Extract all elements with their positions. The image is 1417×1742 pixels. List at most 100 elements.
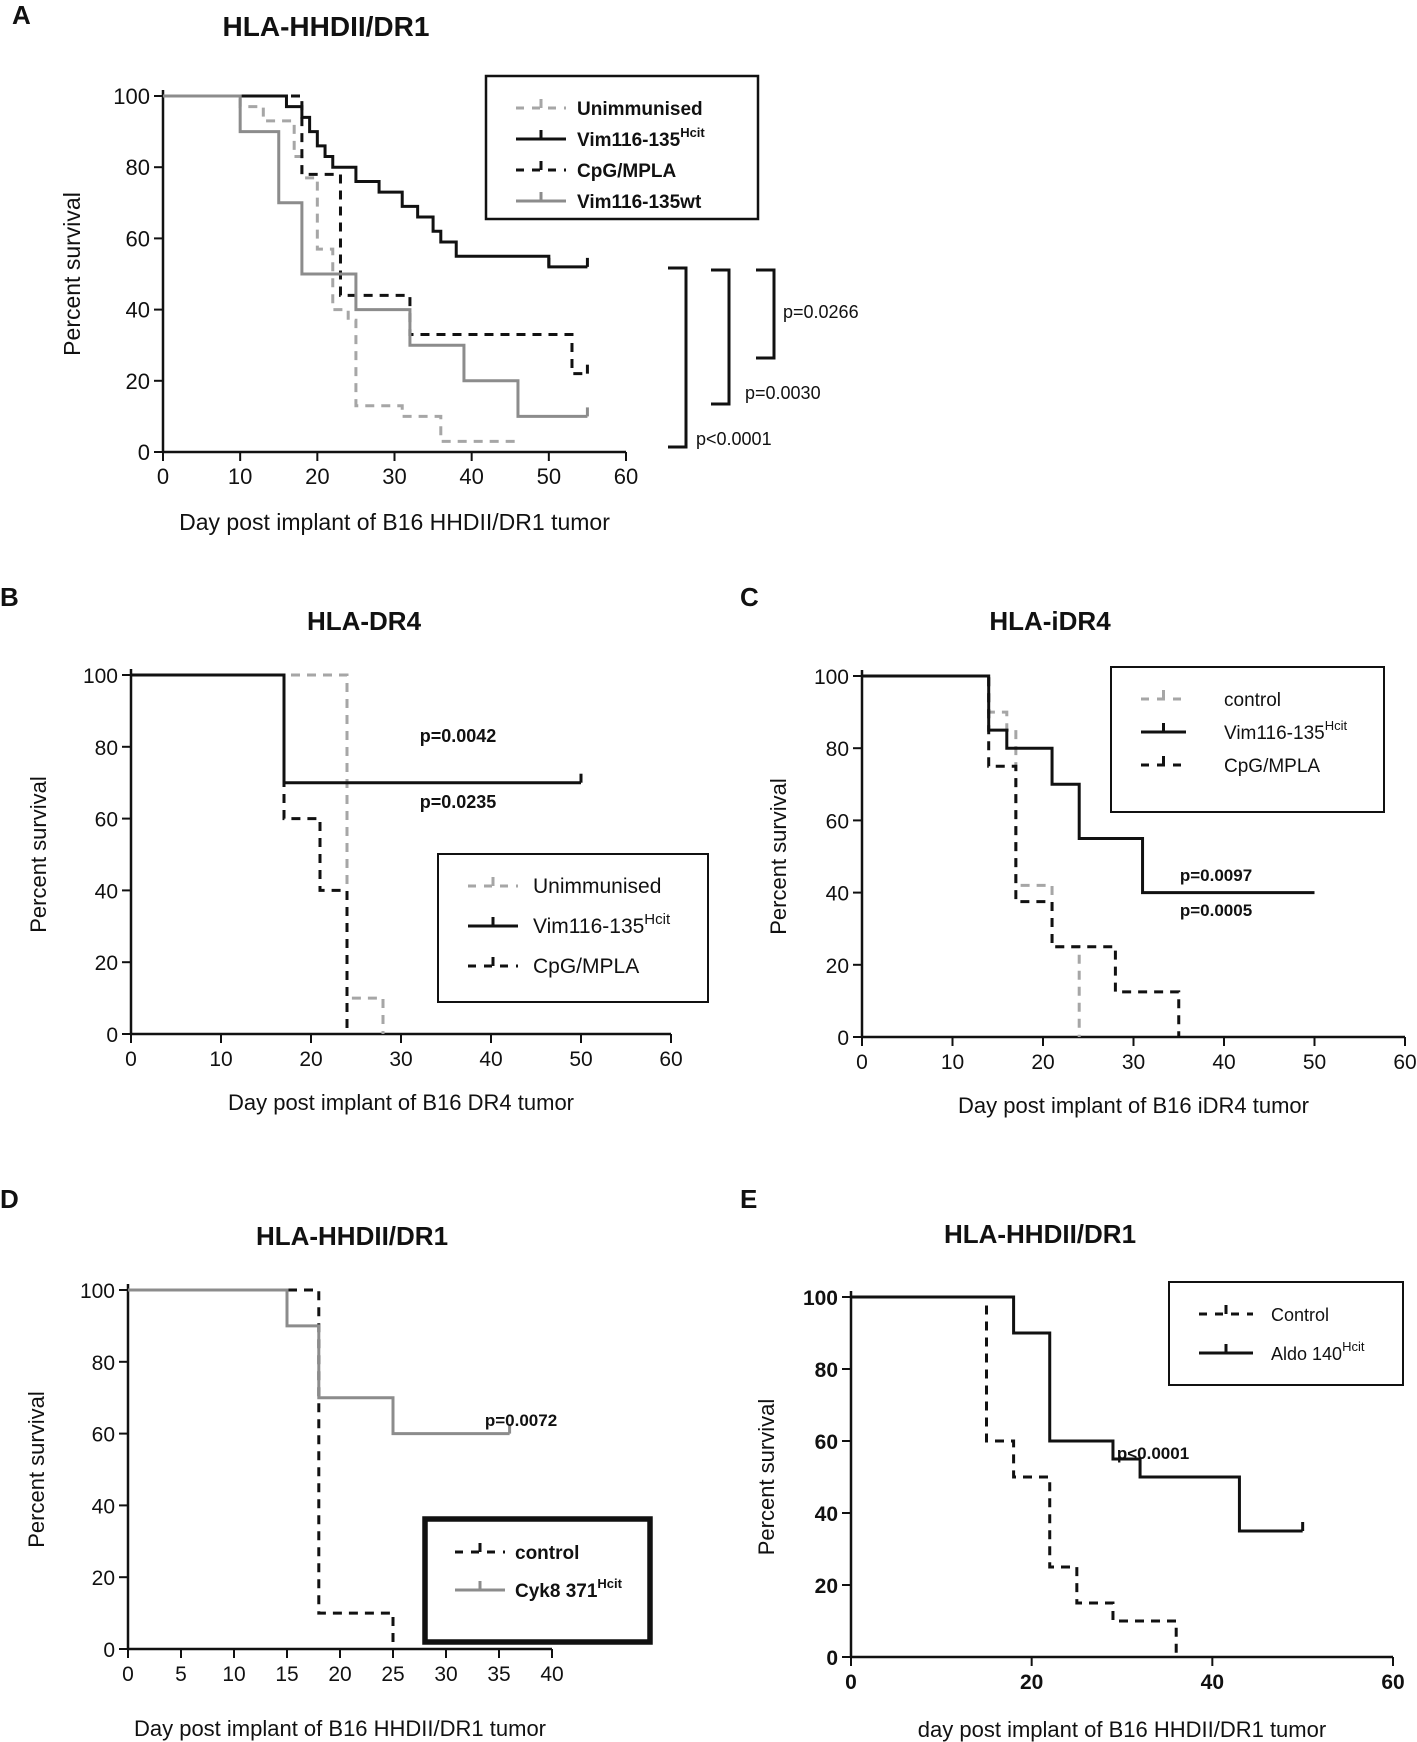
- x-tick-label: 20: [1031, 1051, 1054, 1074]
- legend-label: Vim116-135: [577, 130, 681, 151]
- legend-entry-2: Cyk8 371Hcit: [515, 1576, 623, 1602]
- x-tick-label: 40: [1212, 1051, 1235, 1074]
- x-tick-label: 25: [381, 1663, 404, 1686]
- x-tick-label: 5: [175, 1663, 187, 1686]
- legend-label: control: [515, 1543, 579, 1564]
- x-tick-label: 0: [845, 1671, 857, 1694]
- legend-label-superscript: Hcit: [1342, 1339, 1365, 1354]
- y-tick-label: 20: [92, 1567, 115, 1590]
- x-tick-label: 10: [941, 1051, 964, 1074]
- p-value-1: p=0.0042: [420, 726, 497, 746]
- legend: control Vim116-135Hcit CpG/MPLA: [1110, 666, 1385, 813]
- x-tick-label: 20: [299, 1048, 322, 1071]
- series-line-1: [851, 1295, 1178, 1657]
- y-axis-label: Percent survival: [59, 192, 85, 356]
- legend-label: CpG/MPLA: [533, 955, 639, 978]
- panel-label: C: [740, 582, 759, 612]
- panel-a: A HLA-HHDII/DR1 0 10 20 30 40 50 60 0 20 40 60 80 100 D…: [12, 0, 859, 535]
- legend-label: CpG/MPLA: [1224, 756, 1320, 777]
- y-tick-label: 40: [826, 883, 849, 906]
- p-value-1: p=0.0097: [1180, 866, 1252, 885]
- legend-entry-3: CpG/MPLA: [577, 161, 676, 182]
- legend-label: Unimmunised: [533, 875, 661, 898]
- y-tick-label: 40: [815, 1503, 838, 1526]
- series-line-1: [128, 1288, 395, 1649]
- panel-label: A: [12, 0, 31, 30]
- x-tick-label: 40: [479, 1048, 502, 1071]
- legend-box: [422, 1516, 653, 1645]
- legend-label: CpG/MPLA: [577, 161, 676, 182]
- legend-box: [484, 74, 760, 221]
- panel-c: C HLA-iDR4 0 10 20 30 40 50 60 0 20 40 60 80 100 Day po…: [740, 582, 1417, 1118]
- x-tick-label: 20: [328, 1663, 351, 1686]
- p-value-1: p=0.0266: [783, 302, 859, 322]
- y-tick-label: 60: [826, 810, 849, 833]
- y-tick-label: 20: [815, 1575, 838, 1598]
- chart-title: HLA-iDR4: [989, 606, 1111, 636]
- legend-entry-2: Vim116-135Hcit: [1224, 718, 1347, 744]
- x-tick-label: 0: [122, 1663, 134, 1686]
- x-tick-label: 30: [434, 1663, 457, 1686]
- x-tick-label: 20: [1020, 1671, 1043, 1694]
- y-tick-label: 60: [95, 809, 118, 832]
- y-tick-label: 20: [95, 952, 118, 975]
- y-tick-label: 80: [826, 738, 849, 761]
- p-value-1: p<0.0001: [1117, 1444, 1189, 1463]
- legend-box: [1168, 1281, 1404, 1386]
- y-tick-label: 100: [814, 666, 849, 689]
- chart-title: HLA-HHDII/DR1: [223, 11, 430, 42]
- x-tick-label: 30: [389, 1048, 412, 1071]
- panel-label: D: [0, 1184, 19, 1214]
- p-value-2: p=0.0235: [420, 792, 497, 812]
- y-tick-label: 80: [126, 155, 150, 180]
- series-line-4: [163, 94, 588, 418]
- x-tick-label: 40: [1201, 1671, 1224, 1694]
- y-tick-label: 0: [103, 1639, 115, 1662]
- x-axis-label: day post implant of B16 HHDII/DR1 tumor: [918, 1717, 1326, 1742]
- legend-entry-4: Vim116-135wt: [577, 192, 702, 213]
- chart-title: HLA-HHDII/DR1: [944, 1219, 1136, 1249]
- x-tick-label: 30: [382, 464, 406, 489]
- series-line-1: [131, 673, 385, 1034]
- legend-box: [1110, 666, 1385, 813]
- series-line-1: [862, 674, 1081, 1037]
- x-tick-label: 0: [856, 1051, 868, 1074]
- x-tick-label: 60: [614, 464, 638, 489]
- x-tick-label: 40: [459, 464, 483, 489]
- legend-entry-1: Control: [1271, 1305, 1329, 1325]
- significance-bracket-3: [668, 266, 688, 449]
- y-tick-label: 100: [83, 665, 118, 688]
- series-line-2: [851, 1295, 1303, 1533]
- p-value-3: p<0.0001: [696, 429, 772, 449]
- legend-label: Vim116-135: [533, 915, 644, 938]
- legend-label: Vim116-135: [1224, 723, 1325, 744]
- legend-label: Vim116-135wt: [577, 192, 702, 213]
- x-tick-label: 10: [228, 464, 252, 489]
- y-tick-label: 60: [126, 226, 150, 251]
- y-tick-label: 40: [92, 1495, 115, 1518]
- legend-box: [437, 853, 709, 1003]
- legend-label-superscript: Hcit: [1325, 718, 1348, 733]
- y-axis-label: Percent survival: [766, 778, 791, 935]
- x-axis-label: Day post implant of B16 iDR4 tumor: [958, 1093, 1309, 1118]
- legend: Unimmunised Vim116-135Hcit CpG/MPLA Vim116-…: [484, 74, 760, 221]
- x-tick-label: 40: [540, 1663, 563, 1686]
- series-line-2: [128, 1288, 510, 1436]
- y-tick-label: 100: [803, 1287, 838, 1310]
- x-tick-label: 60: [659, 1048, 682, 1071]
- legend-entry-1: control: [515, 1543, 579, 1564]
- legend-entry-3: CpG/MPLA: [1224, 756, 1320, 777]
- x-tick-label: 10: [222, 1663, 245, 1686]
- x-tick-label: 0: [125, 1048, 137, 1071]
- y-tick-label: 80: [815, 1359, 838, 1382]
- panel-e: E HLA-HHDII/DR1 0 20 40 60 0 20 40 60 80 100 day pos…: [740, 1184, 1405, 1742]
- y-tick-label: 80: [95, 737, 118, 760]
- x-tick-label: 0: [157, 464, 169, 489]
- y-axis-label: Percent survival: [24, 1391, 49, 1548]
- series-line-2: [862, 674, 1315, 895]
- y-tick-label: 20: [126, 369, 150, 394]
- x-axis-label: Day post implant of B16 DR4 tumor: [228, 1090, 574, 1115]
- panel-d: D HLA-HHDII/DR1 0 5 10 15 20 25 30 35 40 0 20 40 60 80 1…: [0, 1184, 653, 1741]
- legend-entry-3: CpG/MPLA: [533, 955, 639, 978]
- y-tick-label: 100: [113, 84, 150, 109]
